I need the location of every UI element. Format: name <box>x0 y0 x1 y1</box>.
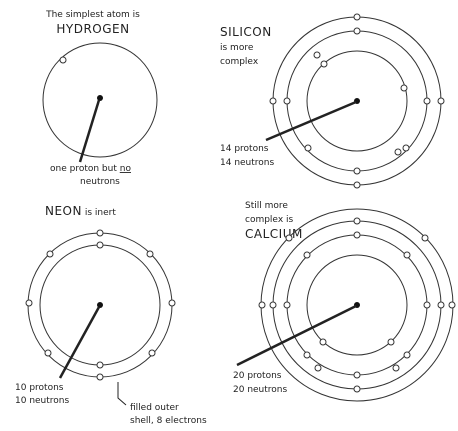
electron <box>169 300 175 306</box>
caption: Still more <box>245 201 288 211</box>
electron <box>60 57 66 63</box>
caption: complex <box>220 57 259 67</box>
electron <box>304 352 310 358</box>
label: 20 neutrons <box>233 385 288 395</box>
label: 20 protons <box>233 371 282 381</box>
atom-diagram: The simplest atom is HYDROGEN one proton… <box>0 0 458 431</box>
electron <box>424 302 430 308</box>
electron <box>305 145 311 151</box>
electron <box>149 350 155 356</box>
pointer <box>80 100 99 162</box>
electron <box>284 98 290 104</box>
electron <box>47 251 53 257</box>
electron <box>388 339 394 345</box>
pointer <box>60 307 99 378</box>
electron <box>304 252 310 258</box>
electron <box>286 235 292 241</box>
electron <box>438 302 444 308</box>
electron <box>97 362 103 368</box>
electron <box>321 61 327 67</box>
label: 10 neutrons <box>15 396 70 406</box>
label: 10 protons <box>15 383 64 393</box>
note: shell, 8 electrons <box>130 416 207 426</box>
electron <box>354 28 360 34</box>
electron <box>97 230 103 236</box>
electron <box>422 235 428 241</box>
hydrogen: The simplest atom is HYDROGEN one proton… <box>43 10 157 187</box>
neon: NEON is inert 10 protons 10 neutrons fil… <box>15 204 207 426</box>
electron <box>354 386 360 392</box>
electron <box>354 372 360 378</box>
electron <box>97 242 103 248</box>
electron <box>147 251 153 257</box>
electron <box>320 339 326 345</box>
caption: SILICON <box>220 25 272 39</box>
label: one proton but no <box>50 164 131 174</box>
bracket <box>118 382 126 405</box>
electron <box>424 98 430 104</box>
electron <box>270 98 276 104</box>
pointer <box>237 306 356 365</box>
electron <box>401 85 407 91</box>
silicon: SILICON is more complex 14 protons 14 ne… <box>220 14 444 188</box>
text-part: is inert <box>85 208 116 218</box>
electron <box>270 302 276 308</box>
caption: The simplest atom is <box>45 10 140 20</box>
electron <box>403 145 409 151</box>
electron <box>395 149 401 155</box>
electron <box>354 232 360 238</box>
electron <box>438 98 444 104</box>
text-part: no <box>120 164 132 174</box>
electron <box>97 374 103 380</box>
electron <box>449 302 455 308</box>
pointer <box>266 102 356 140</box>
caption: complex is <box>245 215 294 225</box>
label: neutrons <box>80 177 120 187</box>
electron <box>404 352 410 358</box>
electron <box>26 300 32 306</box>
label: 14 protons <box>220 144 269 154</box>
text-part: NEON <box>45 204 82 218</box>
electron <box>354 182 360 188</box>
electron <box>45 350 51 356</box>
note: filled outer <box>130 403 179 413</box>
caption: CALCIUM <box>245 227 303 241</box>
electron <box>315 365 321 371</box>
caption: is more <box>220 43 254 53</box>
electron <box>393 365 399 371</box>
text-part: one proton but <box>50 164 117 174</box>
caption: HYDROGEN <box>56 22 129 36</box>
electron <box>404 252 410 258</box>
electron <box>354 218 360 224</box>
caption: NEON is inert <box>45 204 116 218</box>
electron <box>354 14 360 20</box>
electron <box>354 168 360 174</box>
calcium: Still more complex is CALCIUM 20 protons… <box>233 201 455 401</box>
electron <box>314 52 320 58</box>
label: 14 neutrons <box>220 158 275 168</box>
electron <box>284 302 290 308</box>
electron <box>259 302 265 308</box>
